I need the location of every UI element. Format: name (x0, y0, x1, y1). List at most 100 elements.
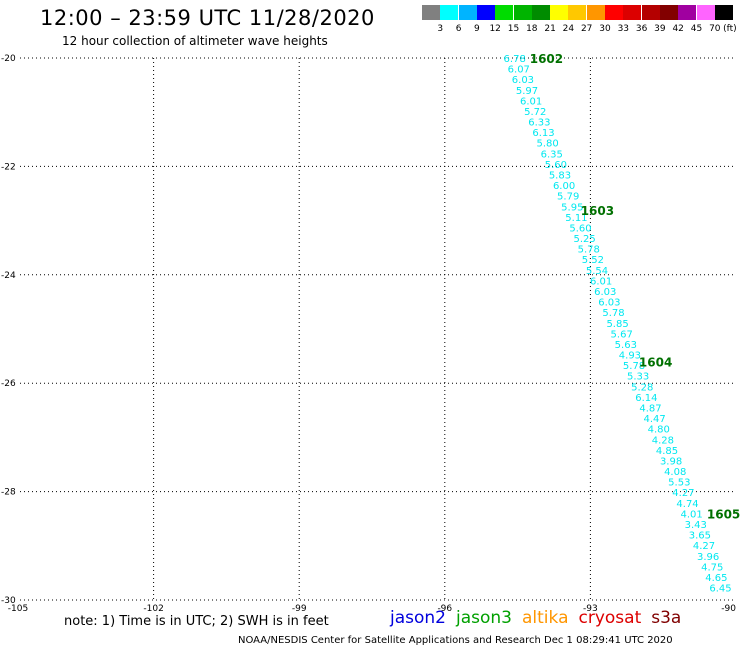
scale-swatch (659, 5, 678, 20)
scale-swatch (550, 5, 569, 20)
scale-label: 27 (580, 24, 593, 34)
y-tick-label: -24 (1, 271, 16, 281)
swh-value: 4.75 (701, 562, 723, 573)
scale-label: 24 (562, 24, 575, 34)
scale-label: 18 (526, 24, 538, 34)
scale-swatch (714, 5, 733, 20)
y-tick-label: -20 (1, 54, 16, 64)
swh-value: 5.78 (623, 361, 645, 372)
swh-value: 5.28 (631, 382, 653, 393)
swh-value: 5.80 (536, 139, 558, 150)
chart-subtitle: 12 hour collection of altimeter wave hei… (62, 34, 328, 48)
legend-s3a: s3a (651, 608, 682, 628)
swh-value: 5.52 (582, 255, 604, 266)
scale-swatch (605, 5, 623, 20)
swh-value: 3.96 (697, 552, 719, 563)
swh-value: 6.03 (512, 75, 534, 86)
swh-value: 6.03 (594, 287, 616, 298)
swh-value: 4.65 (705, 573, 727, 584)
swh-value: 3.65 (689, 531, 711, 542)
scale-swatch (641, 5, 660, 20)
swh-value: 5.33 (627, 372, 649, 383)
scale-label: 42 (672, 24, 684, 34)
swh-value: 5.83 (549, 170, 571, 181)
scale-label: 70 (709, 24, 721, 34)
swh-value: 4.93 (619, 351, 641, 362)
chart-title: 12:00 – 23:59 UTC 11/28/2020 (40, 6, 375, 30)
swh-value: 4.27 (693, 541, 715, 552)
scale-swatch (696, 5, 715, 20)
swh-value: 6.13 (532, 128, 554, 139)
scale-label: 45 (690, 24, 703, 34)
time-label: 1602 (530, 52, 563, 66)
swh-value: 3.43 (685, 520, 707, 531)
swh-value: 6.14 (635, 393, 657, 404)
x-tick-label: -90 (721, 604, 736, 614)
legend-jason3: jason3 (456, 608, 512, 628)
swh-value: 6.00 (553, 181, 575, 192)
scale-swatch (476, 5, 495, 20)
scale-label: 33 (617, 24, 630, 34)
scale-swatch (458, 5, 477, 20)
swh-value: 4.28 (652, 435, 674, 446)
x-tick-label: -93 (583, 604, 598, 614)
scale-label: 9 (474, 24, 480, 34)
swh-value: 5.60 (545, 160, 567, 171)
swh-value: 4.74 (676, 499, 698, 510)
swh-value: 5.67 (611, 329, 633, 340)
swh-value: 5.53 (668, 478, 690, 489)
y-tick-label: -30 (1, 596, 16, 606)
y-tick-label: -26 (1, 379, 16, 389)
swh-value: 6.01 (520, 96, 542, 107)
scale-swatch (568, 5, 587, 20)
swh-value: 5.79 (557, 192, 579, 203)
scale-swatch (422, 5, 440, 20)
legend-jason2: jason2 (390, 608, 446, 628)
swh-value: 4.87 (639, 403, 661, 414)
y-tick-label: -22 (1, 162, 16, 172)
scale-label: 15 (507, 24, 520, 34)
legend-cryosat: cryosat (578, 608, 642, 628)
scale-label: 36 (635, 24, 648, 34)
x-tick-label: -99 (292, 604, 307, 614)
swh-value: 5.72 (524, 107, 546, 118)
scale-label: 6 (455, 24, 462, 34)
scale-label: 30 (599, 24, 611, 34)
time-label: 1603 (581, 204, 614, 218)
time-label: 1605 (707, 507, 740, 521)
swh-value: 5.25 (574, 234, 596, 245)
scale-swatch (531, 5, 550, 20)
swh-value: 4.27 (672, 488, 694, 499)
scale-swatch (678, 5, 697, 20)
time-label: 1604 (639, 356, 672, 370)
scale-label: 39 (654, 24, 666, 34)
scale-swatch (513, 5, 532, 20)
swh-value: 5.54 (586, 266, 608, 277)
scale-swatch (586, 5, 605, 20)
credit-line: NOAA/NESDIS Center for Satellite Applica… (238, 635, 673, 646)
scale-swatch (495, 5, 514, 20)
swh-value: 5.11 (565, 213, 587, 224)
scale-label: 3 (437, 24, 444, 34)
swh-value: 6.35 (541, 149, 563, 160)
swh-value: 6.07 (508, 65, 530, 76)
swh-value: 5.95 (561, 202, 583, 213)
legend-altika: altika (522, 608, 569, 628)
x-tick-label: -105 (8, 604, 28, 614)
swh-value: 5.85 (606, 319, 628, 330)
swh-value: 6.33 (528, 118, 550, 129)
swh-value: 4.47 (643, 414, 665, 425)
y-tick-label: -28 (1, 488, 16, 498)
swh-value: 4.01 (681, 509, 703, 520)
scale-label: 12 (489, 24, 501, 34)
swh-value: 5.97 (516, 86, 538, 97)
x-tick-label: -102 (143, 604, 163, 614)
swh-value: 5.78 (578, 245, 600, 256)
swh-value: 6.03 (598, 298, 620, 309)
scale-label: 21 (544, 24, 556, 34)
footer-note: note: 1) Time is in UTC; 2) SWH is in fe… (64, 614, 329, 629)
x-tick-label: -96 (437, 604, 452, 614)
swh-value: 4.80 (648, 425, 670, 436)
scale-swatch (440, 5, 459, 20)
